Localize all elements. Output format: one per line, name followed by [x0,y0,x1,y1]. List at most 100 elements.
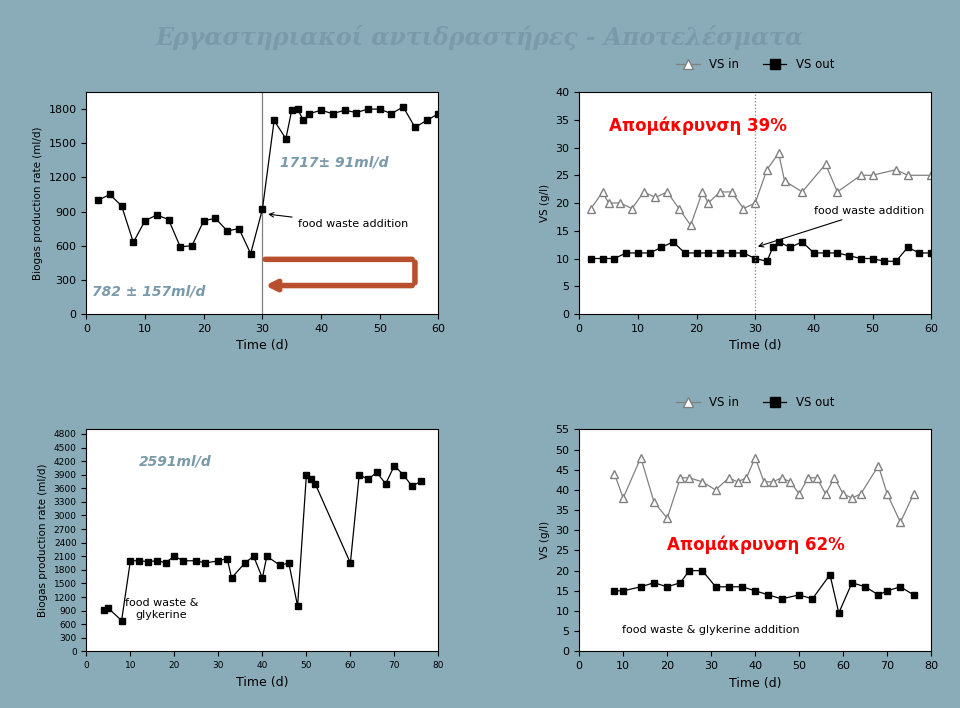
VS out [679,249,690,257]
VS out [703,249,714,257]
VS out [847,578,858,587]
VS out [767,243,779,251]
VS in [638,188,650,196]
VS out [750,254,761,263]
VS in [714,188,726,196]
VS out [667,238,679,246]
VS in [737,205,749,213]
VS out [609,254,620,263]
VS out [820,249,831,257]
Text: 782 ± 157ml/d: 782 ± 157ml/d [92,285,205,299]
VS out [762,590,774,599]
VS in [586,205,597,213]
VS out [773,238,784,246]
VS out [697,566,708,575]
VS out [859,583,871,591]
Text: 1717± 91ml/d: 1717± 91ml/d [280,155,389,169]
VS in [828,474,840,482]
VS in [908,490,920,498]
VS out [806,595,818,603]
VS in [776,474,787,482]
VS in [881,490,893,498]
VS in [767,478,779,486]
VS out [890,257,901,266]
VS in [703,199,714,207]
X-axis label: Time (d): Time (d) [729,339,781,353]
VS out [776,595,787,603]
VS out [661,583,673,591]
VS in [837,490,849,498]
VS out [597,254,609,263]
Text: Εργαστηριακοί αντιδραστήρες - Αποτελέσματα: Εργαστηριακοί αντιδραστήρες - Αποτελέσμα… [156,25,804,50]
Text: food waste &
glykerine: food waste & glykerine [125,598,198,620]
VS in [784,478,796,486]
VS out [855,254,867,263]
VS in [617,493,629,502]
VS in [820,160,831,169]
VS in [726,188,737,196]
VS in [873,462,884,470]
VS in [925,171,937,180]
VS out [675,578,686,587]
Text: food waste addition: food waste addition [270,212,408,229]
Line: VS out: VS out [611,567,917,617]
VS in [741,474,753,482]
VS out [726,249,737,257]
VS in [597,188,609,196]
VS in [847,493,858,502]
VS in [831,188,843,196]
Y-axis label: VS (g/l): VS (g/l) [540,184,550,222]
VS in [895,518,906,527]
VS out [902,243,914,251]
VS in [636,453,647,462]
VS in [661,514,673,523]
VS in [723,474,734,482]
VS in [811,474,823,482]
Y-axis label: Biogas production rate (ml/d): Biogas production rate (ml/d) [38,464,48,617]
Legend: VS in, VS out: VS in, VS out [671,54,839,76]
VS in [609,469,620,478]
VS out [723,583,734,591]
VS in [761,166,773,174]
VS in [614,199,626,207]
VS in [820,490,831,498]
VS in [855,171,867,180]
VS out [831,249,843,257]
VS out [908,590,920,599]
VS out [873,590,884,599]
VS out [709,583,721,591]
X-axis label: Time (d): Time (d) [236,675,289,689]
Line: VS in: VS in [587,149,935,229]
VS in [890,166,901,174]
Text: Απομάκρυνση 62%: Απομάκρυνση 62% [667,536,845,554]
X-axis label: Time (d): Time (d) [236,339,289,353]
VS in [793,490,804,498]
VS out [632,249,643,257]
VS out [644,249,656,257]
VS in [779,176,790,185]
VS out [808,249,820,257]
VS out [648,578,660,587]
VS out [881,587,893,595]
VS out [761,257,773,266]
VS in [675,474,686,482]
VS out [925,249,937,257]
Text: food waste addition: food waste addition [759,206,924,247]
VS out [617,587,629,595]
VS out [586,254,597,263]
VS out [736,583,748,591]
VS out [691,249,703,257]
VS in [709,486,721,494]
VS in [697,478,708,486]
VS in [603,199,614,207]
VS in [758,478,770,486]
VS out [833,609,845,617]
VS out [895,583,906,591]
VS out [784,243,796,251]
VS in [867,171,878,180]
X-axis label: Time (d): Time (d) [729,677,781,690]
VS out [914,249,925,257]
Y-axis label: VS (g/l): VS (g/l) [540,521,550,559]
VS in [650,193,661,202]
Text: food waste & glykerine addition: food waste & glykerine addition [622,625,800,635]
